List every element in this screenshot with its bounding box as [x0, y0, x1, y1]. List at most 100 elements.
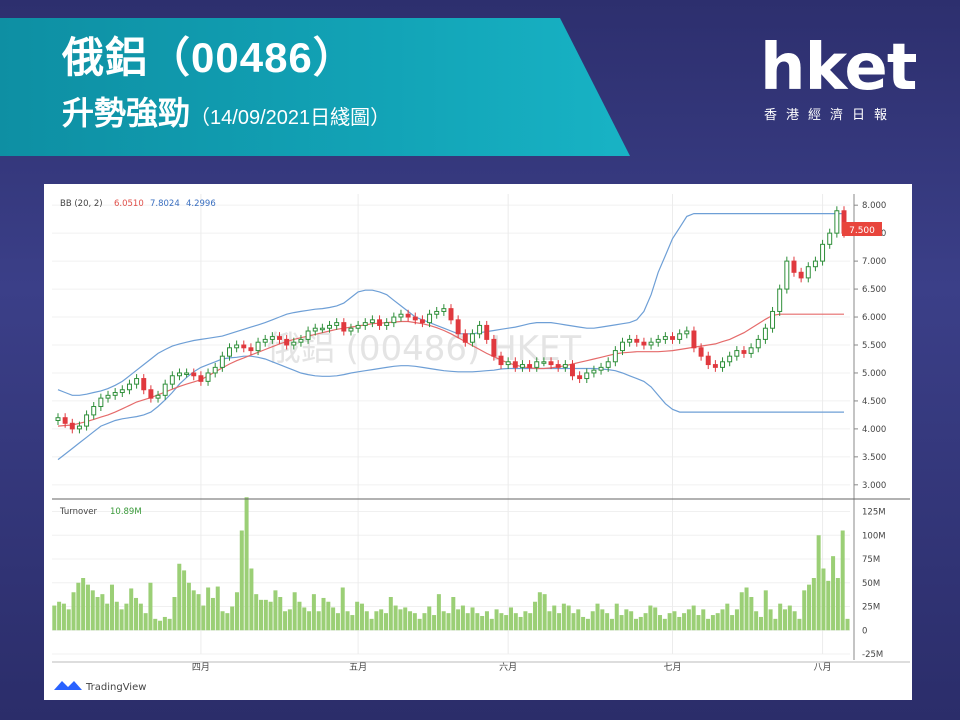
candle-body — [512, 361, 518, 368]
price-tick-label: 8.000 — [862, 201, 886, 211]
tradingview-icon — [54, 681, 82, 690]
turnover-bar — [254, 594, 259, 631]
candle-body — [62, 417, 68, 424]
turnover-bar — [172, 597, 177, 631]
turnover-bar — [268, 601, 273, 631]
candle-body — [534, 361, 540, 368]
turnover-bar — [85, 584, 90, 631]
turnover-bar — [499, 613, 504, 631]
candle-body — [269, 336, 275, 340]
turnover-bar — [489, 618, 494, 631]
turnover-tick-label: 25M — [862, 603, 880, 613]
candle-body — [441, 308, 447, 312]
candle-body — [577, 375, 583, 380]
turnover-bar — [71, 592, 76, 631]
candle-body — [212, 366, 218, 374]
turnover-bar — [773, 618, 778, 631]
brand-logo: hket 香港經濟日報 — [760, 36, 917, 123]
turnover-bar — [763, 590, 768, 631]
candle-body — [820, 243, 826, 262]
candle-body — [112, 392, 118, 396]
turnover-bar — [114, 601, 119, 631]
turnover-bar — [792, 611, 797, 631]
candle-body — [76, 425, 82, 430]
turnover-bar — [239, 530, 244, 631]
candle-body — [484, 324, 490, 340]
turnover-bar — [138, 603, 143, 631]
turnover-bar — [614, 603, 619, 631]
chart-panel: 俄鋁 (00486) HKET 8.000 7.500 7.000 6.500 6.00… — [44, 184, 912, 700]
turnover-bar — [186, 582, 191, 631]
turnover-bar — [537, 592, 542, 631]
turnover-bar — [484, 611, 489, 631]
turnover-bar — [359, 603, 364, 631]
candle-body — [248, 347, 254, 352]
candle-body — [469, 333, 475, 343]
candle-body — [462, 333, 468, 343]
candle-body — [505, 361, 511, 366]
candle-body — [705, 355, 711, 366]
candle-body — [219, 355, 225, 368]
turnover-bar — [292, 592, 297, 631]
turnover-bar — [417, 618, 422, 631]
candle-body — [119, 389, 125, 394]
candle-body — [419, 319, 425, 324]
turnover-bar — [504, 615, 509, 631]
candle-body — [55, 417, 61, 422]
candle-body — [648, 341, 654, 346]
candle-body — [748, 347, 754, 354]
turnover-bar — [465, 613, 470, 631]
turnover-bar — [513, 613, 518, 631]
candle-body — [784, 260, 790, 290]
turnover-bar — [427, 606, 432, 631]
candle-body — [798, 271, 804, 279]
turnover-bar — [456, 609, 461, 631]
turnover-bar — [609, 618, 614, 631]
candle-body — [391, 316, 397, 324]
turnover-bar — [494, 609, 499, 631]
candle-body — [241, 344, 247, 349]
turnover-bar — [124, 603, 129, 631]
turnover-bar — [662, 618, 667, 631]
month-tick-label: 六月 — [499, 661, 517, 673]
candle-body — [805, 266, 811, 279]
turnover-bar — [335, 613, 340, 631]
month-tick-label: 八月 — [814, 662, 832, 673]
candle-body — [384, 322, 390, 326]
turnover-bar — [162, 616, 167, 631]
price-tick-label: 7.000 — [862, 257, 886, 267]
turnover-bar — [629, 611, 634, 631]
candle-body — [698, 347, 704, 357]
turnover-bar — [249, 568, 254, 631]
turnover-bar — [148, 582, 153, 631]
turnover-bar — [244, 497, 249, 631]
price-tick-label: 6.000 — [862, 313, 886, 323]
turnover-bars — [52, 497, 850, 631]
turnover-bar — [215, 586, 220, 631]
turnover-bar — [816, 535, 821, 631]
candle-body — [720, 361, 726, 368]
turnover-bar — [480, 616, 485, 631]
bb-mid-line — [57, 313, 844, 427]
month-tick-label: 四月 — [192, 662, 210, 673]
turnover-bar — [321, 597, 326, 631]
candle-body — [569, 364, 575, 377]
turnover-bar — [725, 603, 730, 631]
turnover-bar — [287, 609, 292, 631]
turnover-bar — [658, 615, 663, 631]
turnover-bar — [581, 616, 586, 631]
turnover-bar — [831, 556, 836, 631]
candle-body — [227, 347, 232, 357]
candle-body — [412, 316, 418, 321]
candle-body — [341, 322, 347, 332]
turnover-bar — [57, 601, 62, 631]
turnover-bar — [220, 611, 225, 631]
subtitle-text: 升勢強勁 — [62, 95, 191, 131]
turnover-bar — [638, 616, 643, 631]
turnover-bar — [263, 599, 268, 631]
candle-body — [605, 361, 611, 368]
turnover-tick-label: 100M — [862, 531, 886, 541]
turnover-bar — [374, 611, 379, 631]
watermark: 俄鋁 (00486) HKET — [267, 329, 582, 369]
turnover-bar — [677, 616, 682, 631]
